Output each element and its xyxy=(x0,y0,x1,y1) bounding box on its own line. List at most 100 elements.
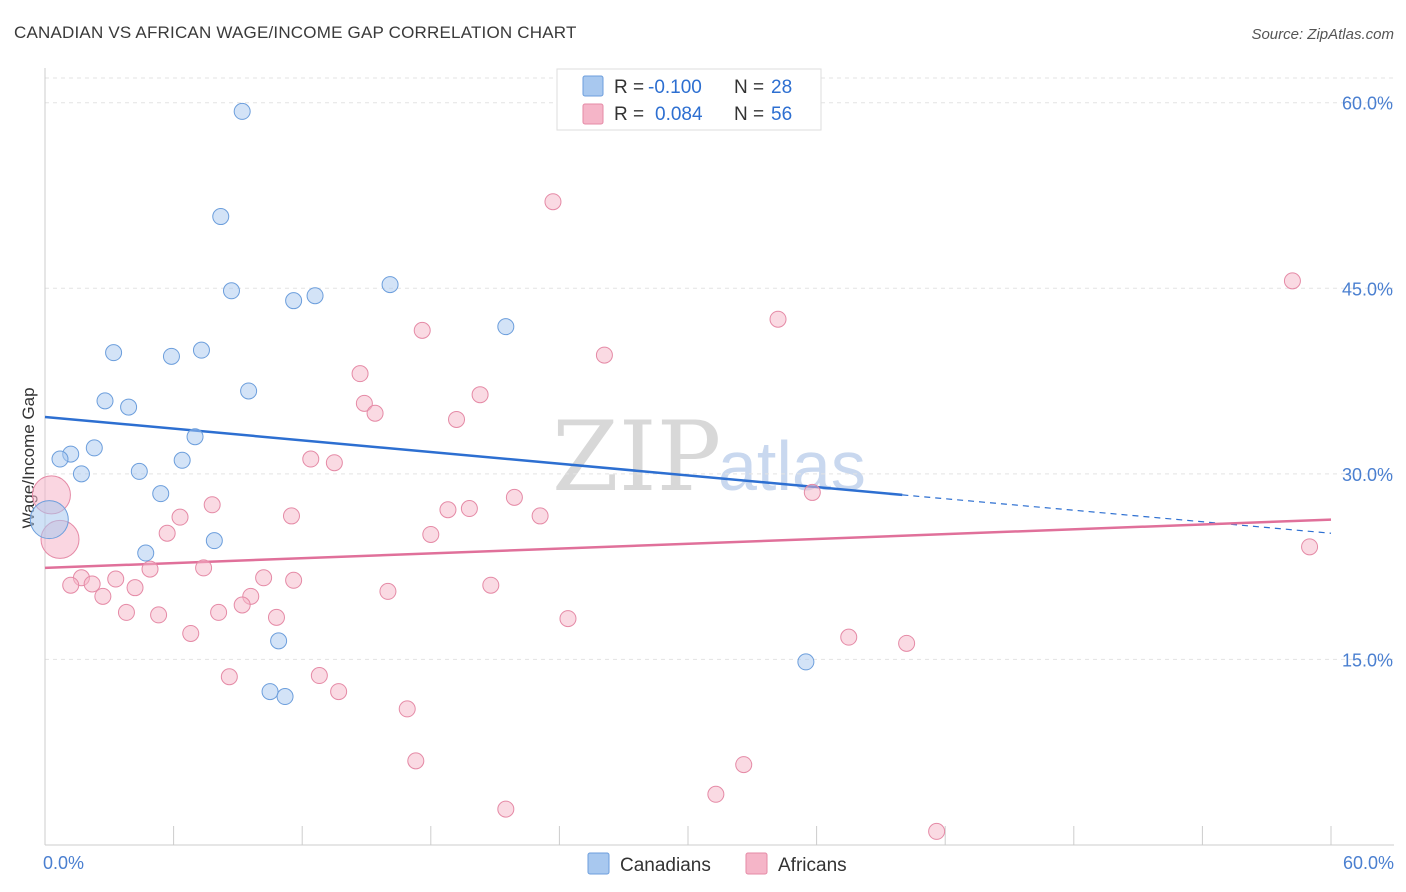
point-africans xyxy=(407,752,425,770)
point-africans xyxy=(255,569,273,587)
legend-swatch-canadians xyxy=(582,75,604,97)
point-africans xyxy=(351,365,369,383)
point-africans xyxy=(505,488,523,506)
point-africans xyxy=(158,524,176,542)
point-africans xyxy=(117,603,135,621)
point-africans xyxy=(285,571,303,589)
point-africans xyxy=(233,596,251,614)
x-tick-label: 60.0% xyxy=(1343,853,1394,873)
point-africans xyxy=(497,800,515,818)
point-canadians xyxy=(29,500,69,540)
point-africans xyxy=(62,576,80,594)
point-africans xyxy=(171,508,189,526)
point-africans xyxy=(1283,272,1301,290)
point-canadians xyxy=(120,398,138,416)
point-canadians xyxy=(240,382,258,400)
point-canadians xyxy=(72,465,90,483)
point-africans xyxy=(310,667,328,685)
y-tick-label: 15.0% xyxy=(1342,650,1393,670)
point-canadians xyxy=(105,344,123,362)
point-canadians xyxy=(270,632,288,650)
point-africans xyxy=(126,579,144,597)
point-canadians xyxy=(306,287,324,305)
point-africans xyxy=(182,624,200,642)
point-africans xyxy=(439,501,457,519)
point-canadians xyxy=(212,208,230,226)
x-tick-label: 0.0% xyxy=(43,853,84,873)
series-legend: Canadians Africans xyxy=(587,852,847,876)
point-africans xyxy=(460,500,478,518)
point-canadians xyxy=(797,653,815,671)
point-africans xyxy=(366,404,384,422)
watermark-atlas: atlas xyxy=(718,427,866,505)
point-canadians xyxy=(51,450,69,468)
watermark-zip: ZIP xyxy=(552,401,721,513)
point-canadians xyxy=(173,451,191,469)
point-canadians xyxy=(137,544,155,562)
point-africans xyxy=(735,756,753,774)
point-africans xyxy=(195,559,213,577)
point-africans xyxy=(803,483,821,501)
point-africans xyxy=(471,386,489,404)
trend-line-africans xyxy=(44,518,1332,570)
point-africans xyxy=(559,610,577,628)
y-tick-label: 30.0% xyxy=(1342,465,1393,485)
point-africans xyxy=(141,560,159,578)
point-canadians xyxy=(285,292,303,310)
bottom-legend-swatch-canadians xyxy=(587,852,610,875)
point-canadians xyxy=(222,282,240,300)
point-canadians xyxy=(96,392,114,410)
point-canadians xyxy=(261,683,279,701)
legend-n-value-africans: 56 xyxy=(771,104,792,125)
point-africans xyxy=(107,570,125,588)
point-africans xyxy=(150,606,168,624)
chart-source: Source: ZipAtlas.com xyxy=(1251,26,1394,43)
watermark: ZIP atlas xyxy=(552,401,866,513)
chart-title: CANADIAN VS AFRICAN WAGE/INCOME GAP CORR… xyxy=(14,23,577,42)
axis-ticks: 15.0% 30.0% 45.0% 60.0% 0.0% 60.0% xyxy=(43,94,1394,873)
legend-swatch-africans xyxy=(582,103,604,125)
point-africans xyxy=(422,525,440,543)
y-tick-label: 45.0% xyxy=(1342,279,1393,299)
point-canadians xyxy=(152,485,170,503)
point-africans xyxy=(898,634,916,652)
point-canadians xyxy=(233,102,251,120)
point-africans xyxy=(413,321,431,339)
point-africans xyxy=(544,193,562,211)
trend-lines xyxy=(44,415,1332,570)
point-canadians xyxy=(205,532,223,550)
bottom-legend-swatch-africans xyxy=(745,852,768,875)
point-africans xyxy=(379,582,397,600)
point-africans xyxy=(94,587,112,605)
gridlines xyxy=(45,77,1394,660)
point-africans xyxy=(325,454,343,472)
point-canadians xyxy=(186,428,204,446)
bottom-legend-label-africans: Africans xyxy=(778,855,847,876)
point-africans xyxy=(355,394,373,412)
legend-n-value-canadians: 28 xyxy=(771,77,792,98)
point-canadians xyxy=(162,347,180,365)
axes xyxy=(44,68,1394,846)
point-africans xyxy=(83,575,101,593)
point-africans xyxy=(840,628,858,646)
point-africans xyxy=(595,346,613,364)
point-africans xyxy=(210,603,228,621)
legend-r-value-canadians: -0.100 xyxy=(648,77,702,98)
point-africans xyxy=(482,576,500,594)
point-canadians xyxy=(192,341,210,359)
point-africans xyxy=(398,700,416,718)
legend-r-value-africans: 0.084 xyxy=(655,104,703,125)
point-canadians xyxy=(497,318,515,336)
point-canadians xyxy=(85,439,103,457)
point-canadians xyxy=(130,462,148,480)
point-africans xyxy=(203,496,221,514)
stats-legend: R = -0.100 N = 28 R = 0.084 N = 56 xyxy=(556,68,822,131)
point-africans xyxy=(707,785,725,803)
legend-r-label-canadians: R = xyxy=(614,77,644,98)
point-canadians xyxy=(276,688,294,706)
point-africans xyxy=(282,507,300,525)
point-africans xyxy=(448,410,466,428)
trend-line-canadians-extrapolated xyxy=(902,494,1332,534)
data-points xyxy=(29,102,1319,840)
